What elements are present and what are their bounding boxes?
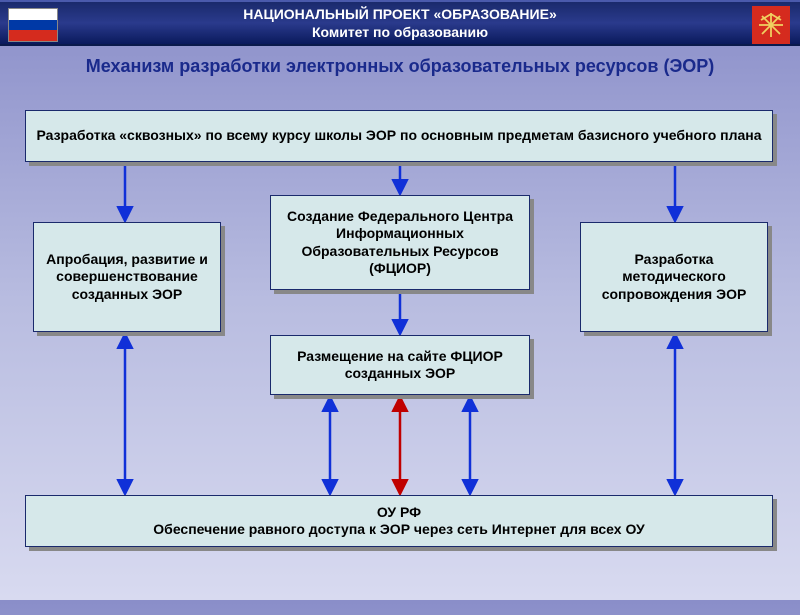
node-right: Разработка методического сопровождения Э… — [580, 222, 768, 332]
node-bottom: ОУ РФ Обеспечение равного доступа к ЭОР … — [25, 495, 773, 547]
node-top: Разработка «сквозных» по всему курсу шко… — [25, 110, 773, 162]
node-center: Создание Федерального Центра Информацион… — [270, 195, 530, 290]
node-below: Размещение на сайте ФЦИОР созданных ЭОР — [270, 335, 530, 395]
node-left: Апробация, развитие и совершенствование … — [33, 222, 221, 332]
header-line2: Комитет по образованию — [243, 23, 556, 41]
spb-emblem-icon — [752, 6, 790, 44]
page-title: Механизм разработки электронных образова… — [8, 56, 792, 77]
diagram-canvas: Разработка «сквозных» по всему курсу шко… — [0, 85, 800, 615]
russia-flag-icon — [8, 8, 58, 42]
header-text: НАЦИОНАЛЬНЫЙ ПРОЕКТ «ОБРАЗОВАНИЕ» Комите… — [243, 5, 556, 41]
header-line1: НАЦИОНАЛЬНЫЙ ПРОЕКТ «ОБРАЗОВАНИЕ» — [243, 5, 556, 23]
header-bar: НАЦИОНАЛЬНЫЙ ПРОЕКТ «ОБРАЗОВАНИЕ» Комите… — [0, 0, 800, 46]
